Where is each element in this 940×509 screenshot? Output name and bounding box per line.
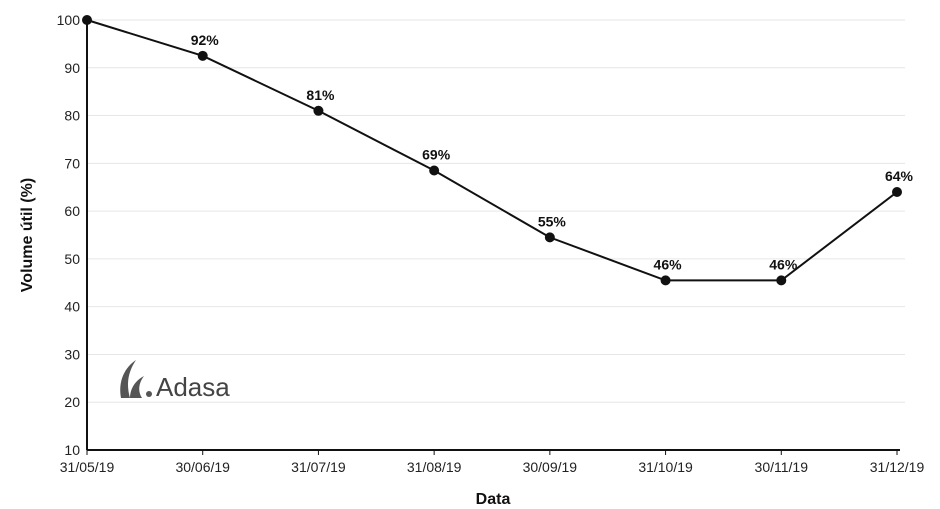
data-point [892, 187, 902, 197]
data-labels: 92% 81% 69% 55% 46% 46% 64% [191, 32, 914, 273]
y-axis-title: Volume útil (%) [19, 178, 36, 292]
x-tick-label: 31/12/19 [870, 459, 925, 475]
data-point [313, 105, 324, 116]
x-tick-label: 31/07/19 [291, 459, 346, 475]
x-tick-label: 30/09/19 [523, 459, 578, 475]
data-label: 81% [306, 87, 335, 103]
y-tick-label: 50 [64, 251, 80, 267]
x-tick-label: 31/10/19 [638, 459, 693, 475]
x-tick-label: 31/08/19 [407, 459, 462, 475]
data-point [544, 232, 555, 243]
data-point [776, 275, 787, 286]
data-label: 55% [538, 213, 567, 229]
data-label: 92% [191, 32, 220, 48]
adasa-logo: Adasa [120, 360, 230, 402]
y-tick-label: 10 [64, 442, 80, 458]
y-tick-label: 40 [64, 299, 80, 315]
y-tick-label: 90 [64, 60, 80, 76]
data-label: 64% [885, 168, 914, 184]
series-line [86, 19, 898, 282]
y-tick-label: 100 [57, 12, 81, 28]
data-point [197, 50, 208, 61]
adasa-logo-text: Adasa [156, 372, 230, 402]
x-axis-title: Data [476, 491, 511, 508]
axes [86, 20, 900, 451]
y-tick-label: 30 [64, 346, 80, 362]
y-tick-label: 80 [64, 108, 80, 124]
data-label: 46% [769, 256, 798, 272]
y-tick-labels: 10 20 30 40 50 60 70 80 90 100 [57, 12, 81, 458]
data-label: 46% [654, 256, 683, 272]
data-points [82, 15, 902, 286]
x-tick-labels: 31/05/19 30/06/19 31/07/19 31/08/19 30/09/19… [60, 450, 925, 475]
x-tick-label: 30/06/19 [175, 459, 230, 475]
adasa-logo-icon [120, 360, 152, 398]
y-tick-label: 70 [64, 155, 80, 171]
grid-lines [87, 19, 905, 403]
x-tick-label: 31/05/19 [60, 459, 115, 475]
data-point [660, 275, 671, 286]
y-tick-label: 60 [64, 203, 80, 219]
series-line-group [86, 19, 898, 282]
data-point [82, 15, 92, 25]
data-label: 69% [422, 147, 451, 163]
x-tick-label: 30/11/19 [755, 459, 809, 475]
data-point [429, 165, 440, 176]
y-tick-label: 20 [64, 394, 80, 410]
